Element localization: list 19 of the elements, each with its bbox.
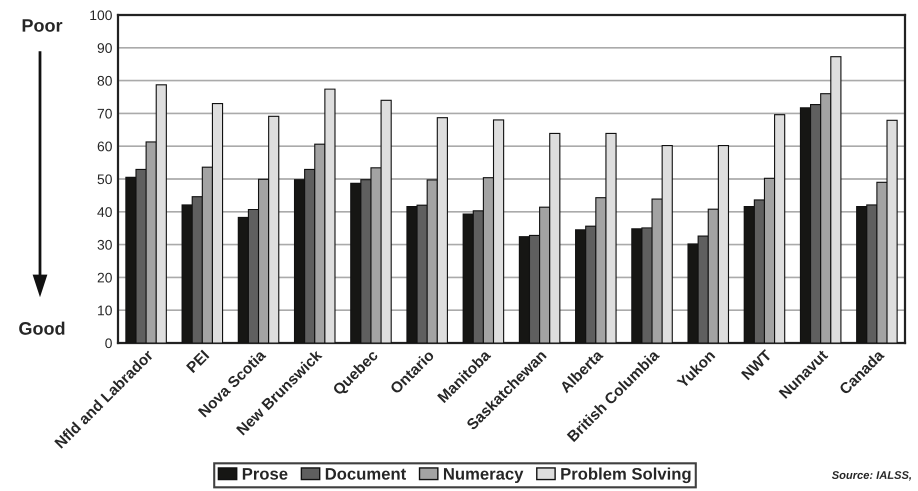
text: Poor [22, 19, 62, 32]
y-tick-label: 0 [105, 338, 112, 348]
y-tick-label: 40 [97, 207, 112, 217]
y-tick-label: 10 [98, 306, 112, 316]
legend-label: Numeracy [444, 468, 524, 484]
y-tick-label: 30 [98, 240, 112, 250]
y-tick-label: 90 [98, 43, 112, 53]
source-note: Source: IALSS, [832, 471, 912, 481]
y-tick-label: 70 [98, 108, 112, 119]
y-tick-label: 20 [98, 272, 112, 283]
y-tick-label: 80 [98, 76, 112, 86]
legend-label: Document [326, 468, 406, 480]
y-tick-label: 50 [98, 174, 112, 184]
y-tick-label: 60 [98, 142, 112, 152]
y-tick-label: 100 [90, 10, 112, 20]
x-tick-label: PEI [186, 350, 210, 374]
text: Good [19, 322, 64, 335]
legend-label: Problem Solving [561, 468, 691, 484]
legend-label: Prose [242, 468, 288, 480]
